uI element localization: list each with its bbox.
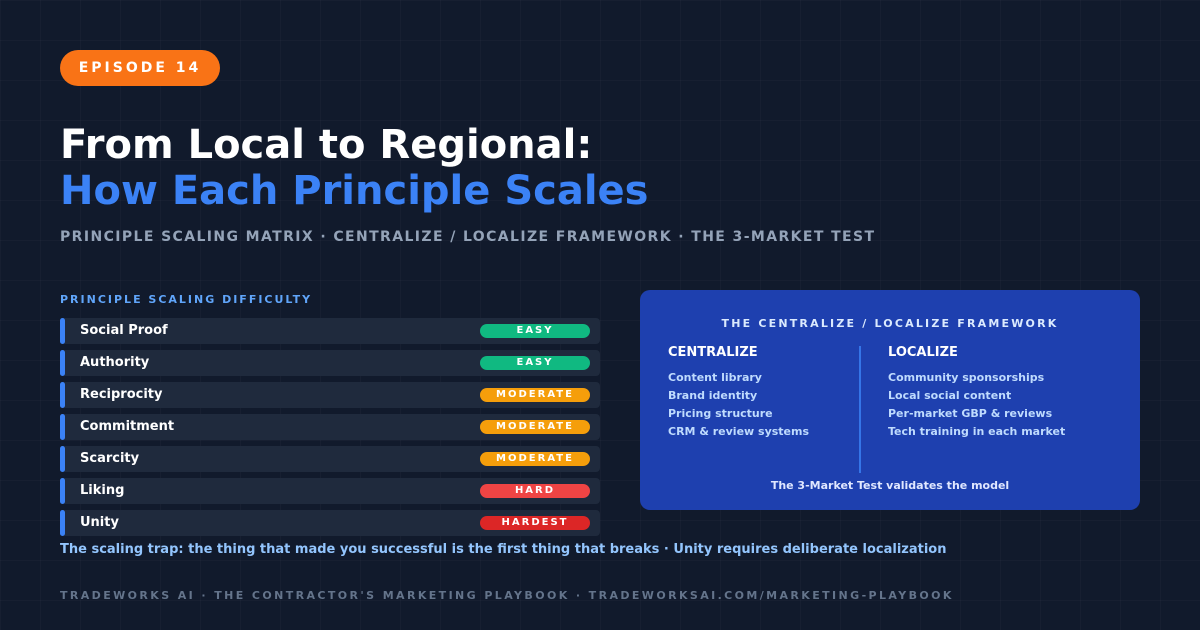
difficulty-pill: EASY [480,356,590,370]
row-accent-bar [60,350,65,376]
title-line-2: How Each Principle Scales [60,168,649,214]
difficulty-pill: HARD [480,484,590,498]
difficulty-list: Social Proof EASY Authority EASY Recipro… [60,318,600,542]
difficulty-row-social-proof: Social Proof EASY [60,318,600,344]
principle-name: Liking [80,483,125,498]
principle-name: Commitment [80,419,175,434]
framework-panel: THE CENTRALIZE / LOCALIZE FRAMEWORK CENT… [640,290,1140,510]
centralize-item: CRM & review systems [668,425,810,438]
column-divider [859,346,861,473]
localize-item: Community sponsorships [888,371,1045,384]
scaling-trap-note: The scaling trap: the thing that made yo… [60,542,947,557]
localize-item: Per-market GBP & reviews [888,407,1053,420]
difficulty-row-commitment: Commitment MODERATE [60,414,600,440]
row-accent-bar [60,478,65,504]
row-accent-bar [60,510,65,536]
difficulty-row-unity: Unity HARDEST [60,510,600,536]
difficulty-pill: EASY [480,324,590,338]
localize-item: Tech training in each market [888,425,1066,438]
framework-footer: The 3-Market Test validates the model [770,479,1010,492]
difficulty-row-authority: Authority EASY [60,350,600,376]
principle-name: Scarcity [80,451,140,466]
centralize-column: CENTRALIZE Content library Brand identit… [668,345,809,441]
page-footer: TRADEWORKS AI · THE CONTRACTOR'S MARKETI… [60,589,954,602]
principle-name: Social Proof [80,323,168,338]
localize-heading: LOCALIZE [888,345,958,360]
centralize-heading: CENTRALIZE [668,345,758,360]
episode-badge: EPISODE 14 [60,50,220,86]
row-accent-bar [60,318,65,344]
framework-title: THE CENTRALIZE / LOCALIZE FRAMEWORK [721,317,1059,330]
centralize-item: Content library [668,371,762,384]
difficulty-row-scarcity: Scarcity MODERATE [60,446,600,472]
localize-item: Local social content [888,389,1012,402]
row-accent-bar [60,414,65,440]
centralize-item: Pricing structure [668,407,773,420]
subtitle: PRINCIPLE SCALING MATRIX · CENTRALIZE / … [60,229,876,245]
title-line-1: From Local to Regional: [60,122,593,168]
centralize-item: Brand identity [668,389,758,402]
row-accent-bar [60,382,65,408]
difficulty-pill: MODERATE [480,388,590,402]
page-title: From Local to Regional: How Each Princip… [60,122,648,214]
difficulty-pill: MODERATE [480,420,590,434]
principle-name: Unity [80,515,119,530]
localize-column: LOCALIZE Community sponsorships Local so… [888,345,1065,441]
difficulty-pill: MODERATE [480,452,590,466]
principle-name: Authority [80,355,150,370]
difficulty-section-label: PRINCIPLE SCALING DIFFICULTY [60,293,313,306]
principle-name: Reciprocity [80,387,163,402]
difficulty-row-reciprocity: Reciprocity MODERATE [60,382,600,408]
row-accent-bar [60,446,65,472]
difficulty-row-liking: Liking HARD [60,478,600,504]
difficulty-pill: HARDEST [480,516,590,530]
